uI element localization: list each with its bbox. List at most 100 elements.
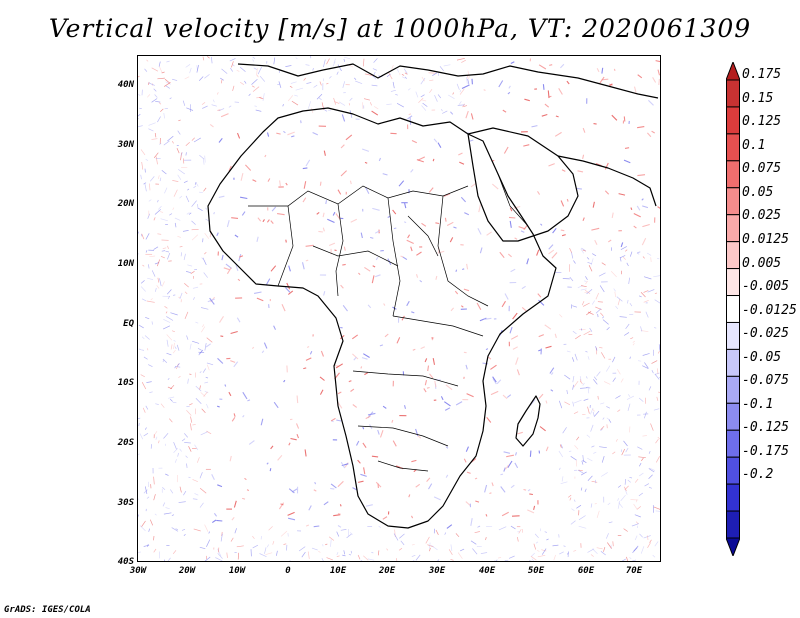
velocity-streak: [408, 113, 412, 116]
velocity-streak: [419, 279, 423, 283]
velocity-streak: [163, 512, 172, 515]
velocity-streak: [592, 253, 597, 257]
velocity-streak: [173, 441, 177, 450]
velocity-streak: [351, 334, 359, 340]
velocity-streak: [163, 140, 170, 146]
velocity-streak: [226, 220, 230, 228]
velocity-streak: [617, 298, 621, 306]
velocity-streak: [155, 287, 157, 292]
legend-label: 0.005: [742, 256, 782, 271]
velocity-streak: [199, 487, 207, 494]
velocity-streak: [449, 111, 454, 115]
velocity-streak: [576, 504, 582, 509]
velocity-streak: [415, 554, 421, 561]
velocity-streak: [398, 180, 405, 187]
velocity-streak: [604, 190, 610, 195]
velocity-streak: [460, 196, 467, 203]
velocity-streak: [445, 474, 449, 478]
velocity-streak: [184, 442, 191, 444]
velocity-streak: [587, 356, 590, 360]
velocity-streak: [508, 85, 511, 89]
velocity-streak: [561, 476, 564, 482]
velocity-streak: [567, 494, 572, 498]
velocity-streak: [510, 525, 516, 530]
velocity-streak: [625, 323, 630, 330]
velocity-streak: [340, 529, 347, 531]
velocity-streak: [459, 90, 461, 93]
velocity-streak: [559, 551, 564, 555]
velocity-streak: [282, 104, 284, 107]
velocity-streak: [569, 497, 572, 501]
velocity-streak: [658, 344, 660, 351]
velocity-streak: [221, 254, 224, 261]
velocity-streak: [203, 187, 207, 192]
velocity-streak: [313, 84, 318, 88]
velocity-streak: [163, 432, 169, 439]
velocity-streak: [191, 200, 197, 207]
velocity-streak: [266, 219, 270, 223]
velocity-streak: [560, 229, 565, 232]
velocity-streak: [615, 395, 621, 399]
velocity-streak: [237, 552, 240, 560]
velocity-streak: [159, 177, 162, 182]
legend-label: -0.1: [742, 397, 774, 412]
velocity-streak: [404, 76, 407, 79]
velocity-streak: [330, 539, 332, 547]
velocity-streak: [159, 66, 163, 73]
velocity-streak: [179, 245, 183, 248]
velocity-streak: [150, 298, 153, 301]
velocity-streak: [333, 97, 337, 105]
velocity-streak: [435, 222, 440, 225]
velocity-streak: [396, 68, 400, 73]
velocity-streak: [460, 305, 464, 308]
velocity-streak: [138, 324, 144, 329]
velocity-streak: [569, 276, 574, 282]
velocity-streak: [544, 103, 550, 108]
lon-label: 20E: [378, 566, 396, 576]
velocity-streak: [576, 436, 580, 441]
velocity-streak: [159, 211, 164, 213]
velocity-streak: [550, 372, 554, 376]
velocity-streak: [184, 291, 188, 295]
velocity-streak: [240, 172, 244, 181]
velocity-streak: [151, 138, 158, 140]
velocity-streak: [470, 518, 473, 526]
velocity-streak: [295, 87, 304, 91]
velocity-streak: [285, 239, 287, 243]
asia-coastline: [557, 155, 657, 207]
velocity-streak: [313, 525, 320, 528]
velocity-streak: [138, 453, 140, 456]
velocity-streak: [272, 540, 275, 545]
velocity-streak: [623, 528, 628, 532]
velocity-streak: [186, 463, 188, 468]
velocity-streak: [187, 264, 193, 267]
velocity-streak: [139, 525, 146, 532]
velocity-streak: [643, 535, 651, 539]
velocity-streak: [161, 281, 165, 287]
velocity-streak: [337, 391, 342, 395]
velocity-streak: [393, 533, 399, 541]
velocity-streak: [141, 233, 145, 240]
velocity-streak: [599, 285, 605, 293]
velocity-streak: [446, 524, 453, 529]
velocity-streak: [424, 379, 428, 386]
velocity-streak: [634, 514, 641, 518]
velocity-streak: [361, 357, 368, 360]
velocity-streak: [165, 311, 168, 314]
velocity-streak: [165, 81, 171, 85]
velocity-streak: [388, 72, 393, 80]
velocity-streak: [322, 227, 325, 232]
velocity-streak: [144, 68, 148, 72]
velocity-streak: [477, 525, 481, 528]
velocity-streak: [252, 59, 255, 62]
velocity-streak: [637, 74, 643, 79]
velocity-streak: [652, 554, 656, 558]
velocity-streak: [344, 56, 351, 60]
velocity-streak: [472, 548, 478, 555]
velocity-streak: [141, 298, 147, 302]
velocity-streak: [634, 478, 639, 483]
velocity-streak: [230, 67, 233, 72]
velocity-streak: [144, 184, 147, 192]
colorbar-segment: [726, 214, 740, 243]
velocity-streak: [396, 102, 404, 108]
